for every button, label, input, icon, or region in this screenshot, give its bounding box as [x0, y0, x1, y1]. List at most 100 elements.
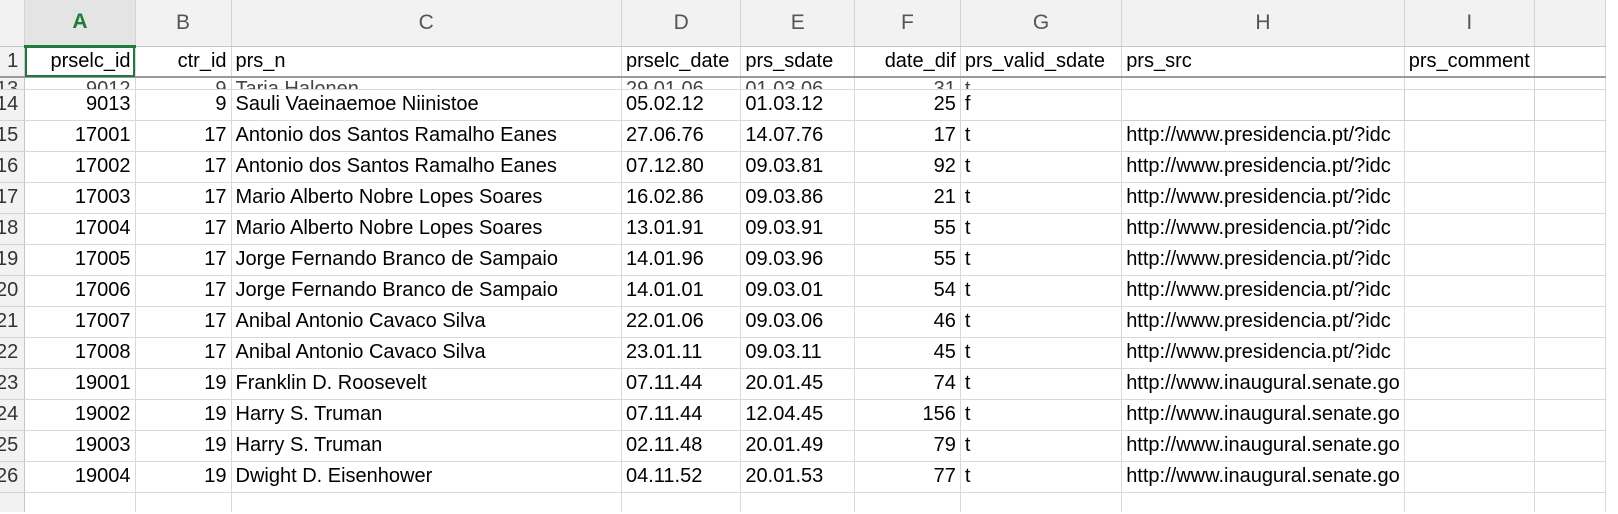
cell[interactable] [1534, 430, 1607, 462]
cell[interactable]: 12.04.45 [740, 399, 856, 431]
cell[interactable]: 27.06.76 [621, 120, 742, 152]
cell[interactable] [1404, 77, 1535, 90]
cell[interactable]: 29.01.06 [621, 77, 742, 90]
cell[interactable]: http://www.presidencia.pt/?idc [1121, 275, 1405, 307]
cell[interactable]: 17 [135, 306, 232, 338]
cell[interactable] [1404, 182, 1535, 214]
cell[interactable]: Anibal Antonio Cavaco Silva [231, 306, 622, 338]
cell[interactable]: http://www.presidencia.pt/?idc [1121, 213, 1405, 245]
cell[interactable]: 17 [135, 244, 232, 276]
cell[interactable]: 19 [135, 399, 232, 431]
cell[interactable]: t [960, 275, 1123, 307]
cell[interactable]: http://www.inaugural.senate.go [1121, 430, 1405, 462]
cell[interactable]: http://www.inaugural.senate.go [1121, 368, 1405, 400]
cell[interactable]: 9 [135, 89, 232, 121]
cell[interactable] [1534, 275, 1607, 307]
cell[interactable]: prs_src [1121, 46, 1405, 78]
cell[interactable]: Jorge Fernando Branco de Sampaio [231, 275, 622, 307]
cell[interactable]: 55 [854, 213, 961, 245]
cell[interactable]: 9013 [24, 89, 136, 121]
cell[interactable] [1404, 368, 1535, 400]
cell[interactable] [1404, 337, 1535, 369]
cell[interactable]: 17 [135, 151, 232, 183]
cell[interactable]: http://www.presidencia.pt/?idc [1121, 182, 1405, 214]
cell[interactable]: prs_sdate [740, 46, 856, 78]
cell[interactable] [1404, 275, 1535, 307]
cell[interactable]: t [960, 213, 1123, 245]
cell[interactable] [1534, 213, 1607, 245]
cell[interactable]: 09.03.06 [740, 306, 856, 338]
cell[interactable] [1404, 492, 1535, 512]
row-number[interactable]: 22 [0, 337, 26, 369]
cell[interactable]: 20.01.45 [740, 368, 856, 400]
cell[interactable]: 09.03.86 [740, 182, 856, 214]
cell[interactable]: 20.01.53 [740, 461, 856, 493]
cell[interactable]: 17002 [24, 151, 136, 183]
cell[interactable] [1404, 244, 1535, 276]
cell[interactable]: ctr_id [135, 46, 232, 78]
cell[interactable]: 17005 [24, 244, 136, 276]
row-number[interactable]: 23 [0, 368, 26, 400]
cell[interactable] [1534, 306, 1607, 338]
column-header-i[interactable]: I [1404, 0, 1535, 47]
cell[interactable]: 54 [854, 275, 961, 307]
cell[interactable]: prselc_date [621, 46, 742, 78]
cell[interactable]: 156 [854, 399, 961, 431]
cell[interactable]: 14.07.76 [740, 120, 856, 152]
column-header-e[interactable]: E [740, 0, 856, 47]
cell[interactable]: 17 [135, 213, 232, 245]
row-number[interactable]: 1 [0, 46, 26, 78]
row-number[interactable] [0, 492, 26, 512]
cell[interactable]: http://www.presidencia.pt/?idc [1121, 244, 1405, 276]
cell[interactable] [621, 492, 742, 512]
cell[interactable]: 19004 [24, 461, 136, 493]
cell[interactable] [1121, 492, 1405, 512]
cell[interactable]: t [960, 430, 1123, 462]
cell[interactable]: 25 [854, 89, 961, 121]
cell[interactable]: 9 [135, 77, 232, 90]
cell[interactable]: t [960, 151, 1123, 183]
cell[interactable] [1404, 306, 1535, 338]
cell[interactable]: 17 [135, 120, 232, 152]
cell[interactable]: 23.01.11 [621, 337, 742, 369]
cell[interactable] [1534, 120, 1607, 152]
cell[interactable] [1534, 151, 1607, 183]
cell[interactable] [1404, 151, 1535, 183]
cell[interactable]: Franklin D. Roosevelt [231, 368, 622, 400]
cell[interactable]: 19003 [24, 430, 136, 462]
cell[interactable] [1534, 244, 1607, 276]
cell[interactable]: 09.03.11 [740, 337, 856, 369]
cell[interactable]: t [960, 120, 1123, 152]
cell[interactable]: Mario Alberto Nobre Lopes Soares [231, 213, 622, 245]
cell[interactable]: Mario Alberto Nobre Lopes Soares [231, 182, 622, 214]
cell[interactable] [960, 492, 1123, 512]
cell[interactable]: http://www.inaugural.senate.go [1121, 399, 1405, 431]
cell[interactable]: 19001 [24, 368, 136, 400]
cell[interactable]: t [960, 77, 1123, 90]
cell[interactable]: 17006 [24, 275, 136, 307]
cell[interactable]: 09.03.01 [740, 275, 856, 307]
column-header-h[interactable]: H [1121, 0, 1405, 47]
cell[interactable] [1121, 88, 1405, 121]
cell[interactable]: 31 [854, 77, 961, 90]
cell[interactable]: Antonio dos Santos Ramalho Eanes [231, 120, 622, 152]
cell[interactable]: 17 [135, 337, 232, 369]
cell[interactable]: 17007 [24, 306, 136, 338]
column-header-c[interactable]: C [231, 0, 622, 47]
cell[interactable]: 09.03.81 [740, 151, 856, 183]
cell[interactable] [1534, 461, 1607, 493]
cell[interactable]: 05.02.12 [621, 89, 742, 121]
cell[interactable]: 07.11.44 [621, 368, 742, 400]
cell[interactable] [1534, 77, 1607, 90]
cell[interactable]: Dwight D. Eisenhower [231, 461, 622, 493]
column-header-next[interactable] [1534, 0, 1607, 47]
cell[interactable]: http://www.inaugural.senate.go [1121, 461, 1405, 493]
cell[interactable]: Antonio dos Santos Ramalho Eanes [231, 151, 622, 183]
row-number[interactable]: 19 [0, 244, 26, 276]
cell[interactable]: 92 [854, 151, 961, 183]
row-number[interactable]: 18 [0, 213, 26, 245]
cell[interactable]: 77 [854, 461, 961, 493]
cell[interactable]: t [960, 306, 1123, 338]
